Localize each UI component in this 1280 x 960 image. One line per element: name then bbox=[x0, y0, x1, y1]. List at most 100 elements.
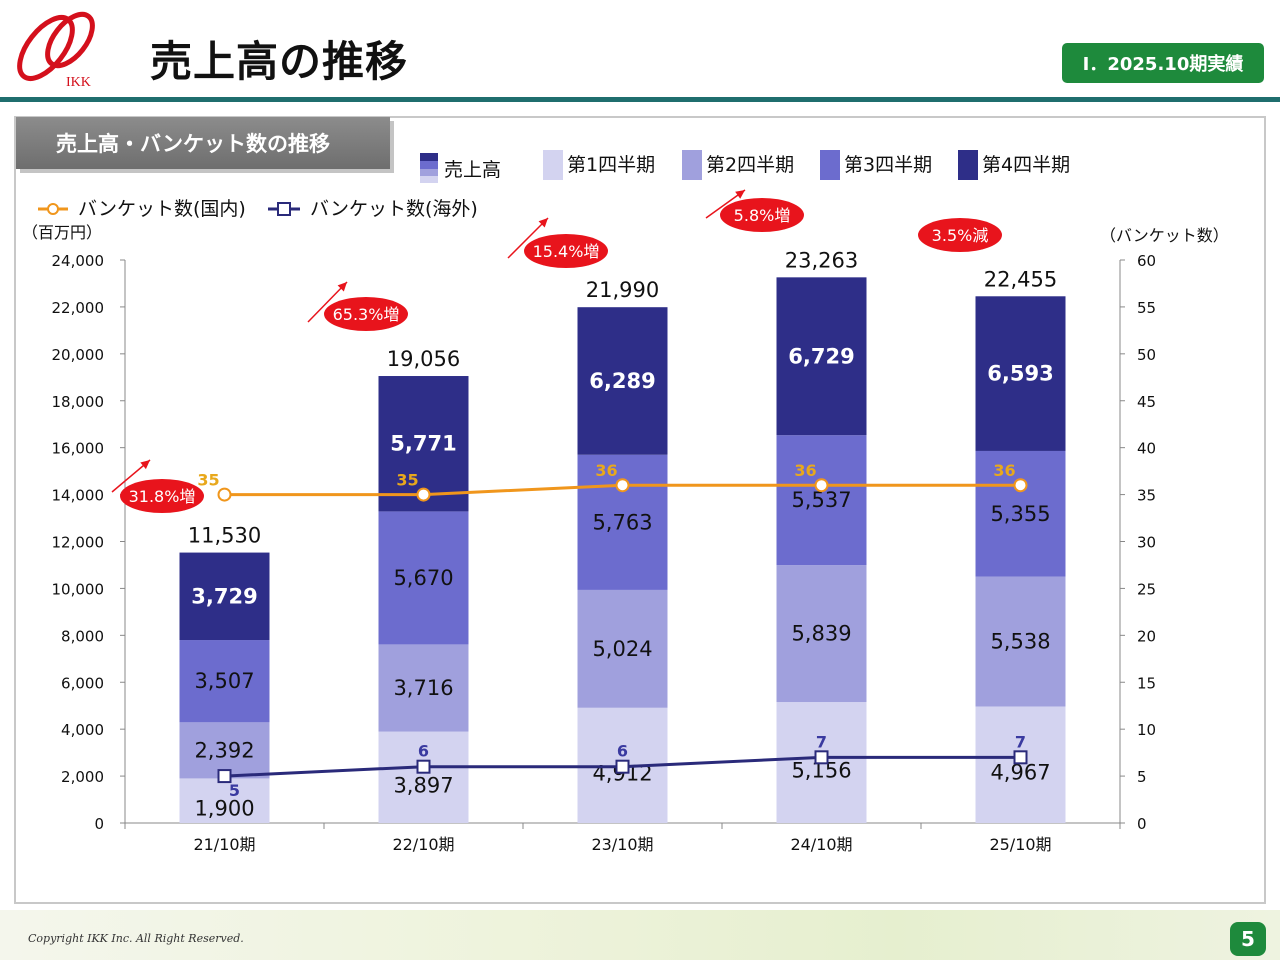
right-tick-label: 30 bbox=[1137, 534, 1156, 552]
domestic-point-label: 36 bbox=[794, 461, 816, 480]
bar-value-label: 5,355 bbox=[990, 502, 1050, 526]
domestic-point bbox=[217, 487, 232, 502]
x-tick-label: 24/10期 bbox=[790, 835, 852, 854]
growth-arrow-head bbox=[538, 218, 548, 228]
x-tick-label: 23/10期 bbox=[591, 835, 653, 854]
bar-value-label: 5,024 bbox=[592, 637, 652, 661]
overseas-point-label: 6 bbox=[418, 742, 429, 761]
legend-sales-swatch bbox=[420, 153, 438, 161]
bar-segment bbox=[179, 640, 270, 723]
left-tick-label: 14,000 bbox=[52, 487, 105, 505]
bar-segment bbox=[975, 576, 1066, 707]
domestic-point bbox=[1013, 478, 1028, 493]
page-number: 5 bbox=[1230, 922, 1266, 956]
bar-value-label: 2,392 bbox=[194, 738, 254, 762]
growth-arrow bbox=[307, 281, 348, 323]
bar-segment bbox=[776, 277, 867, 436]
bar-segment bbox=[179, 552, 270, 641]
bar-segment bbox=[975, 706, 1066, 823]
overseas-point bbox=[1013, 750, 1028, 765]
legend-sales-swatch bbox=[420, 176, 438, 183]
legend-quarter-label: 第3四半期 bbox=[844, 154, 932, 176]
right-tick-label: 20 bbox=[1137, 627, 1156, 645]
domestic-point-label: 36 bbox=[993, 461, 1015, 480]
x-tick-label: 21/10期 bbox=[193, 835, 255, 854]
legend-quarter-swatch bbox=[820, 150, 840, 180]
bar-segment bbox=[179, 722, 270, 779]
overseas-point bbox=[615, 759, 630, 774]
growth-arrow-head bbox=[735, 190, 745, 199]
growth-label: 3.5%減 bbox=[932, 226, 989, 245]
right-axis-label: （バンケット数） bbox=[1100, 226, 1229, 245]
left-tick-label: 0 bbox=[94, 815, 104, 833]
growth-arrow bbox=[507, 217, 549, 259]
bar-total-label: 19,056 bbox=[387, 347, 460, 371]
domestic-point bbox=[615, 478, 630, 493]
overseas-point-label: 7 bbox=[1015, 732, 1026, 751]
bar-value-label: 5,763 bbox=[592, 510, 652, 534]
domestic-point-label: 35 bbox=[197, 471, 219, 490]
left-tick-label: 2,000 bbox=[61, 768, 104, 786]
left-tick-label: 8,000 bbox=[61, 627, 104, 645]
overseas-point bbox=[217, 769, 232, 784]
growth-badge bbox=[524, 234, 608, 268]
right-tick-label: 25 bbox=[1137, 580, 1156, 598]
right-tick-label: 45 bbox=[1137, 393, 1156, 411]
right-tick-label: 60 bbox=[1137, 252, 1156, 270]
bar-value-label: 4,967 bbox=[990, 761, 1050, 785]
left-tick-label: 22,000 bbox=[52, 299, 105, 317]
bar-total-label: 23,263 bbox=[785, 248, 858, 272]
legend-quarter-label: 第2四半期 bbox=[706, 154, 794, 176]
legend-sales-swatch bbox=[420, 161, 438, 169]
domestic-point bbox=[416, 487, 431, 502]
period-badge: Ⅰ．2025.10期実績 bbox=[1062, 43, 1264, 83]
left-tick-label: 16,000 bbox=[52, 440, 105, 458]
right-tick-label: 5 bbox=[1137, 768, 1147, 786]
bar-value-label: 1,900 bbox=[194, 797, 254, 821]
bar-value-label: 3,897 bbox=[393, 773, 453, 797]
bar-value-label: 5,771 bbox=[390, 432, 456, 456]
legend-overseas-marker bbox=[277, 202, 291, 216]
bar-value-label: 6,289 bbox=[589, 369, 655, 393]
bar-value-label: 3,729 bbox=[191, 584, 257, 608]
overseas-point bbox=[416, 759, 431, 774]
growth-arrow-head bbox=[337, 282, 347, 292]
right-tick-label: 15 bbox=[1137, 674, 1156, 692]
right-tick-label: 10 bbox=[1137, 721, 1156, 739]
left-tick-label: 18,000 bbox=[52, 393, 105, 411]
bar-total-label: 11,530 bbox=[188, 524, 261, 548]
left-tick-label: 24,000 bbox=[52, 252, 105, 270]
bar-segment bbox=[776, 565, 867, 703]
growth-label: 65.3%増 bbox=[333, 305, 400, 324]
legend-quarter-label: 第4四半期 bbox=[982, 154, 1070, 176]
legend-domestic-label: バンケット数(国内) bbox=[78, 198, 246, 220]
bar-value-label: 6,593 bbox=[987, 362, 1053, 386]
copyright: Copyright IKK Inc. All Right Reserved. bbox=[28, 932, 244, 945]
bar-segment bbox=[179, 778, 270, 823]
legend-domestic-marker bbox=[47, 203, 59, 215]
right-tick-label: 40 bbox=[1137, 440, 1156, 458]
overseas-point-label: 6 bbox=[617, 742, 628, 761]
bar-value-label: 3,507 bbox=[194, 669, 254, 693]
section-title: 売上高・バンケット数の推移 bbox=[16, 117, 390, 169]
bar-segment bbox=[378, 644, 469, 732]
growth-label: 15.4%増 bbox=[533, 242, 600, 261]
legend-sales-swatch bbox=[420, 169, 438, 176]
growth-badge bbox=[720, 198, 804, 232]
growth-badge bbox=[324, 297, 408, 331]
ikk-logo: IKK bbox=[17, 11, 95, 90]
bar-segment bbox=[577, 454, 668, 590]
bar-segment bbox=[975, 296, 1066, 451]
left-tick-label: 10,000 bbox=[52, 580, 105, 598]
right-tick-label: 35 bbox=[1137, 487, 1156, 505]
legend-quarter-swatch bbox=[958, 150, 978, 180]
bar-value-label: 6,729 bbox=[788, 344, 854, 368]
overseas-point-label: 5 bbox=[229, 781, 240, 800]
footer-band bbox=[0, 910, 1280, 960]
bar-value-label: 5,670 bbox=[393, 566, 453, 590]
growth-badge bbox=[918, 218, 1002, 252]
bar-total-label: 22,455 bbox=[984, 267, 1057, 291]
left-axis-label: （百万円） bbox=[22, 223, 102, 242]
x-tick-label: 25/10期 bbox=[989, 835, 1051, 854]
